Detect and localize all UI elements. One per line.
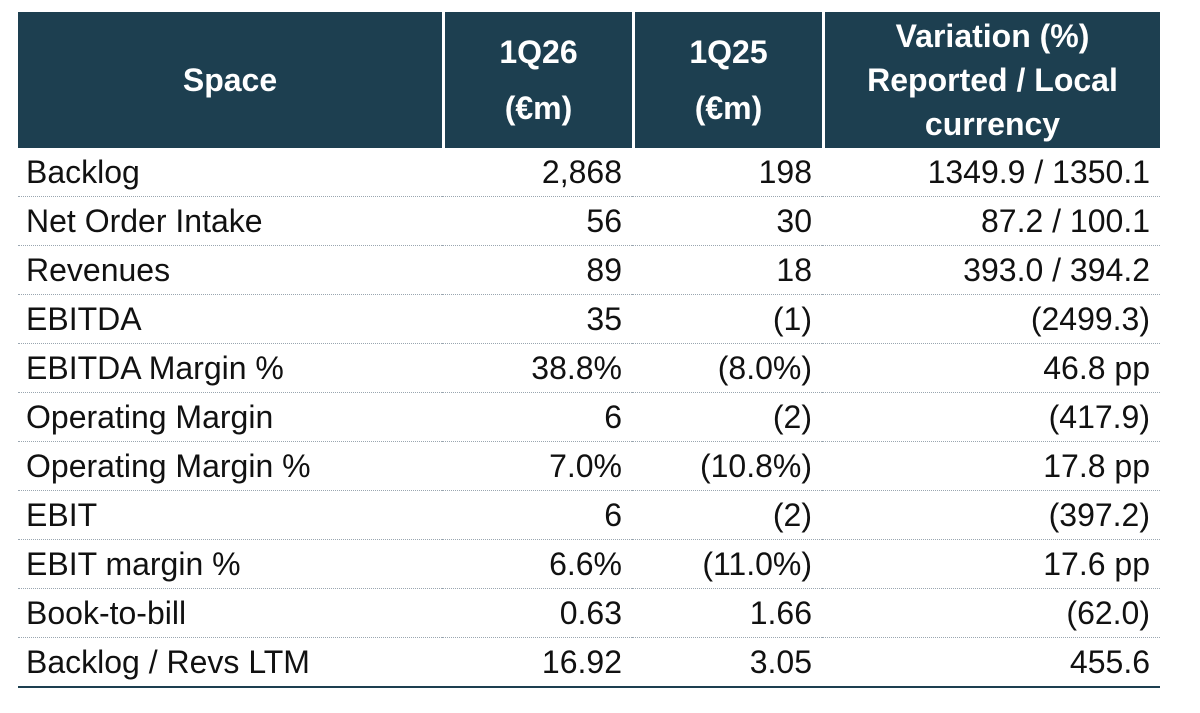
row-label: Net Order Intake [18, 197, 442, 246]
header-1q26-unit: (€m) [504, 90, 573, 126]
cell-1q25: 3.05 [632, 638, 822, 688]
row-label: Revenues [18, 246, 442, 295]
cell-variation: 1349.9 / 1350.1 [822, 148, 1160, 197]
cell-variation: 87.2 / 100.1 [822, 197, 1160, 246]
header-1q25: 1Q25 (€m) [632, 12, 822, 148]
cell-1q26: 6.6% [442, 540, 632, 589]
cell-variation: (397.2) [822, 491, 1160, 540]
cell-variation: (62.0) [822, 589, 1160, 638]
row-label: Operating Margin [18, 393, 442, 442]
table-row: Revenues 89 18 393.0 / 394.2 [18, 246, 1160, 295]
cell-variation: 455.6 [822, 638, 1160, 688]
header-space: Space [18, 12, 442, 148]
header-variation: Variation (%) Reported / Local currency [822, 12, 1160, 148]
table-row: Book-to-bill 0.63 1.66 (62.0) [18, 589, 1160, 638]
header-1q26: 1Q26 (€m) [442, 12, 632, 148]
table-row: EBITDA 35 (1) (2499.3) [18, 295, 1160, 344]
cell-1q26: 6 [442, 393, 632, 442]
cell-1q25: (8.0%) [632, 344, 822, 393]
row-label: Operating Margin % [18, 442, 442, 491]
cell-1q25: (11.0%) [632, 540, 822, 589]
header-variation-line1: Variation (%) [895, 18, 1090, 54]
table-body: Backlog 2,868 198 1349.9 / 1350.1 Net Or… [18, 148, 1160, 688]
cell-variation: 17.8 pp [822, 442, 1160, 491]
header-1q25-unit: (€m) [694, 90, 763, 126]
cell-1q26: 38.8% [442, 344, 632, 393]
header-space-label: Space [182, 62, 278, 98]
row-label: EBIT [18, 491, 442, 540]
cell-1q26: 16.92 [442, 638, 632, 688]
row-label: Book-to-bill [18, 589, 442, 638]
header-variation-line2: Reported / Local [867, 62, 1118, 98]
table-row: Backlog 2,868 198 1349.9 / 1350.1 [18, 148, 1160, 197]
header-1q26-period: 1Q26 [499, 34, 578, 70]
cell-1q26: 56 [442, 197, 632, 246]
cell-1q25: 30 [632, 197, 822, 246]
cell-variation: 393.0 / 394.2 [822, 246, 1160, 295]
row-label: Backlog [18, 148, 442, 197]
table-row: EBITDA Margin % 38.8% (8.0%) 46.8 pp [18, 344, 1160, 393]
cell-1q26: 7.0% [442, 442, 632, 491]
cell-1q25: (2) [632, 491, 822, 540]
cell-1q25: (10.8%) [632, 442, 822, 491]
table-header: Space 1Q26 (€m) 1Q25 (€m) Variation (%) … [18, 12, 1160, 148]
table-row: Net Order Intake 56 30 87.2 / 100.1 [18, 197, 1160, 246]
cell-1q25: (2) [632, 393, 822, 442]
row-label: EBIT margin % [18, 540, 442, 589]
table-row: Backlog / Revs LTM 16.92 3.05 455.6 [18, 638, 1160, 688]
cell-1q25: 1.66 [632, 589, 822, 638]
cell-1q26: 35 [442, 295, 632, 344]
cell-variation: (2499.3) [822, 295, 1160, 344]
table-row: EBIT margin % 6.6% (11.0%) 17.6 pp [18, 540, 1160, 589]
cell-1q25: 18 [632, 246, 822, 295]
cell-1q25: (1) [632, 295, 822, 344]
cell-variation: 46.8 pp [822, 344, 1160, 393]
cell-variation: (417.9) [822, 393, 1160, 442]
row-label: Backlog / Revs LTM [18, 638, 442, 688]
cell-1q26: 6 [442, 491, 632, 540]
table-row: Operating Margin 6 (2) (417.9) [18, 393, 1160, 442]
row-label: EBITDA Margin % [18, 344, 442, 393]
header-variation-line3: currency [924, 106, 1061, 142]
cell-variation: 17.6 pp [822, 540, 1160, 589]
table-row: Operating Margin % 7.0% (10.8%) 17.8 pp [18, 442, 1160, 491]
cell-1q26: 2,868 [442, 148, 632, 197]
cell-1q26: 89 [442, 246, 632, 295]
table-row: EBIT 6 (2) (397.2) [18, 491, 1160, 540]
cell-1q25: 198 [632, 148, 822, 197]
header-1q25-period: 1Q25 [689, 34, 768, 70]
financial-summary-table: Space 1Q26 (€m) 1Q25 (€m) Variation (%) … [18, 12, 1160, 688]
row-label: EBITDA [18, 295, 442, 344]
header-row: Space 1Q26 (€m) 1Q25 (€m) Variation (%) … [18, 12, 1160, 148]
cell-1q26: 0.63 [442, 589, 632, 638]
